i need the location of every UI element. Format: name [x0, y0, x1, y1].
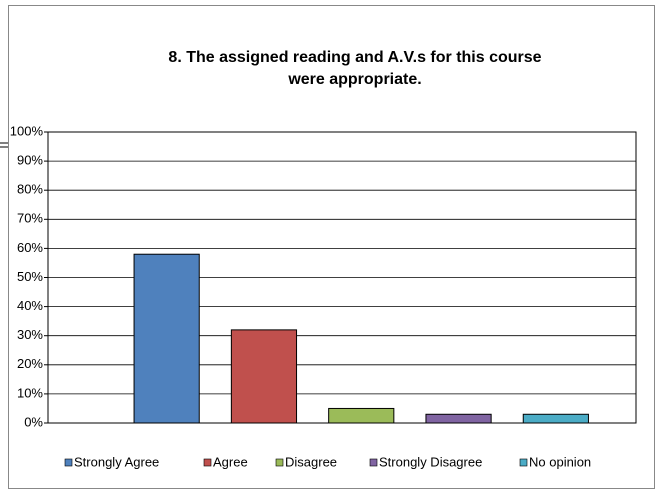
bar	[133, 253, 200, 424]
y-tick-label: 80%	[17, 182, 43, 197]
y-tick-label: 20%	[17, 356, 43, 371]
y-tick-label: 40%	[17, 298, 43, 313]
chart-title: 8. The assigned reading and A.V.s for th…	[168, 49, 541, 66]
legend-label: Agree	[213, 454, 248, 469]
y-tick-label: 30%	[17, 327, 43, 342]
legend-label: No opinion	[529, 454, 591, 469]
y-tick-label: 100%	[10, 123, 44, 138]
y-tick-label: 90%	[17, 153, 43, 168]
y-tick-label: 10%	[17, 385, 43, 400]
legend-label: Strongly Agree	[74, 454, 159, 469]
bar	[328, 407, 395, 424]
y-tick-label: 50%	[17, 269, 43, 284]
legend-swatch	[519, 458, 528, 467]
bar	[522, 413, 589, 424]
legend-swatch	[275, 458, 284, 467]
legend-label: Strongly Disagree	[379, 454, 482, 469]
legend-swatch	[203, 458, 212, 467]
y-tick-label: 0%	[24, 414, 43, 429]
legend-label: Disagree	[285, 454, 337, 469]
legend-swatch	[64, 458, 73, 467]
bar	[230, 329, 298, 424]
chart-title: were appropriate.	[287, 71, 421, 88]
y-tick-label: 60%	[17, 240, 43, 255]
legend-swatch	[369, 458, 378, 467]
bar	[425, 413, 492, 424]
y-tick-label: 70%	[17, 211, 43, 226]
